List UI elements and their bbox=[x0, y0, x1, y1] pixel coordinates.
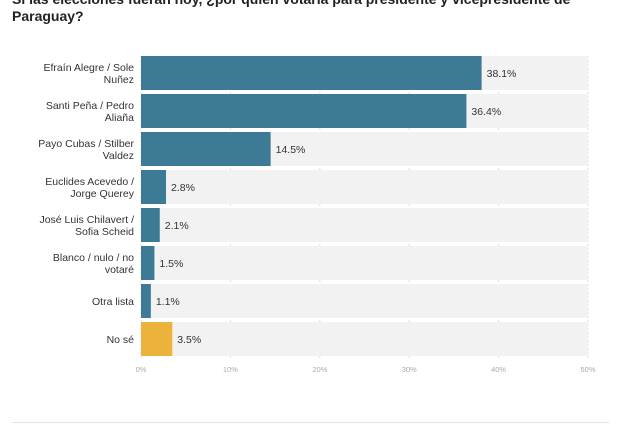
bar-7 bbox=[141, 322, 173, 356]
category-label-1: Santi Peña / Pedro Aliaña bbox=[46, 100, 134, 124]
bar-5 bbox=[141, 246, 155, 280]
bar-1 bbox=[141, 94, 467, 128]
bar-track-5 bbox=[141, 246, 588, 280]
chart-title: Si las elecciones fueran hoy, ¿por quién… bbox=[12, 0, 570, 24]
category-label-3: Euclides Acevedo / Jorge Querey bbox=[45, 176, 134, 200]
bar-track-7 bbox=[141, 322, 588, 356]
category-label-5: Blanco / nulo / no votaré bbox=[53, 252, 134, 276]
bar-6 bbox=[141, 284, 151, 318]
value-label-3: 2.8% bbox=[171, 182, 195, 194]
category-label-6: Otra lista bbox=[92, 296, 134, 308]
value-label-1: 36.4% bbox=[471, 106, 501, 118]
tick-label-50: 50% bbox=[580, 365, 595, 374]
value-label-2: 14.5% bbox=[276, 144, 306, 156]
value-label-7: 3.5% bbox=[177, 334, 201, 346]
value-label-4: 2.1% bbox=[165, 220, 189, 232]
bar-track-3 bbox=[141, 170, 588, 204]
category-label-0: Efraín Alegre / Sole Nuñez bbox=[44, 62, 135, 86]
tick-label-20: 20% bbox=[312, 365, 327, 374]
category-label-2: Payo Cubas / Stilber Valdez bbox=[38, 138, 134, 162]
value-label-6: 1.1% bbox=[156, 296, 180, 308]
tick-label-30: 30% bbox=[402, 365, 417, 374]
bar-3 bbox=[141, 170, 167, 204]
value-label-0: 38.1% bbox=[487, 68, 517, 80]
value-label-5: 1.5% bbox=[159, 258, 183, 270]
bar-track-4 bbox=[141, 208, 588, 242]
bar-track-6 bbox=[141, 284, 588, 318]
bar-4 bbox=[141, 208, 160, 242]
tick-label-0: 0% bbox=[136, 365, 147, 374]
tick-label-40: 40% bbox=[491, 365, 506, 374]
category-label-4: José Luis Chilavert / Sofia Scheid bbox=[39, 214, 134, 238]
tick-label-10: 10% bbox=[223, 365, 238, 374]
bottom-divider bbox=[12, 422, 609, 423]
bar-2 bbox=[141, 132, 271, 166]
bar-0 bbox=[141, 56, 482, 90]
category-label-7: No sé bbox=[107, 334, 135, 346]
